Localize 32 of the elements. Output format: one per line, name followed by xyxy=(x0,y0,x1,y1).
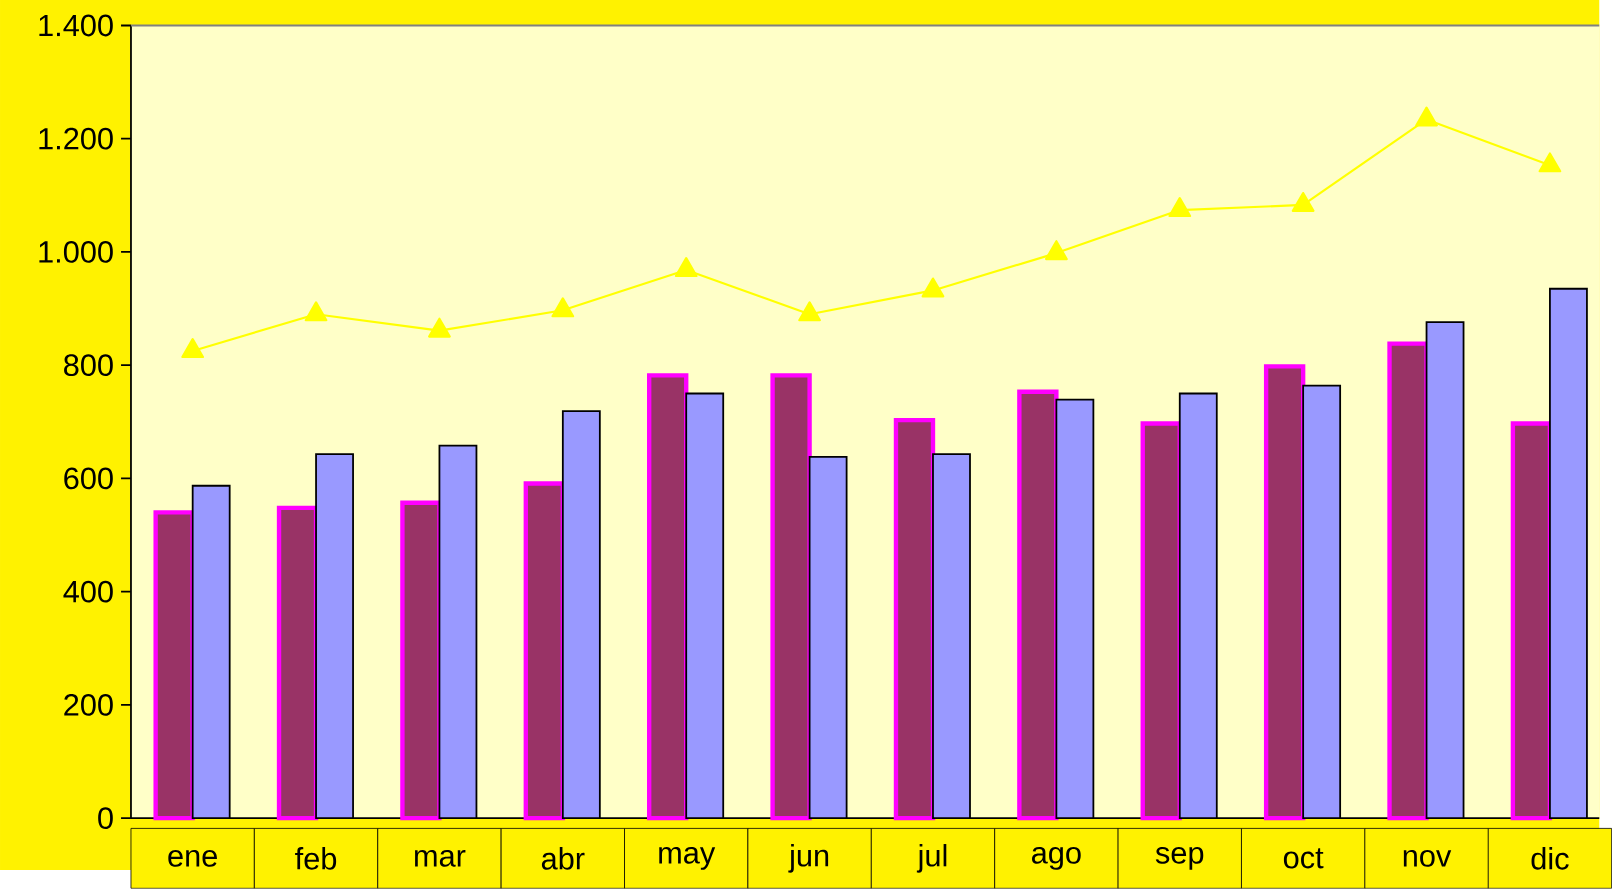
point xyxy=(674,257,698,278)
point xyxy=(1168,197,1192,218)
point xyxy=(551,297,575,318)
point xyxy=(1415,106,1438,127)
point xyxy=(428,317,451,338)
y-tick-label: 1.200 xyxy=(39,127,113,150)
x-tick-label: mar xyxy=(415,850,466,867)
x-tick-label: abr xyxy=(541,847,585,870)
x-tick-label: oct xyxy=(1283,848,1324,869)
point xyxy=(1044,240,1068,261)
x-tick-label: feb xyxy=(295,847,337,870)
point xyxy=(181,338,205,359)
point xyxy=(304,301,328,322)
x-tick-label: may xyxy=(659,847,716,870)
point xyxy=(1538,152,1562,173)
y-tick-label: 0 xyxy=(98,807,113,830)
y-tick-label: 200 xyxy=(64,694,113,716)
y-tick-label: 600 xyxy=(64,467,113,490)
point xyxy=(798,301,821,322)
x-tick-label: sep xyxy=(1155,847,1204,870)
y-tick-label: 1.400 xyxy=(39,14,113,37)
x-tick-label: dic xyxy=(1531,847,1569,870)
y-tick-label: 1.000 xyxy=(39,241,113,263)
x-tick-label: ene xyxy=(168,850,217,867)
y-tick-label: 400 xyxy=(63,580,113,603)
point xyxy=(921,277,945,298)
x-tick-label: ago xyxy=(1032,847,1081,870)
x-tick-label: nov xyxy=(1403,850,1452,867)
x-tick-label: jun xyxy=(788,844,829,873)
point xyxy=(1291,192,1315,213)
y-tick-label: 800 xyxy=(64,354,113,377)
x-tick-label: jul xyxy=(916,844,947,873)
